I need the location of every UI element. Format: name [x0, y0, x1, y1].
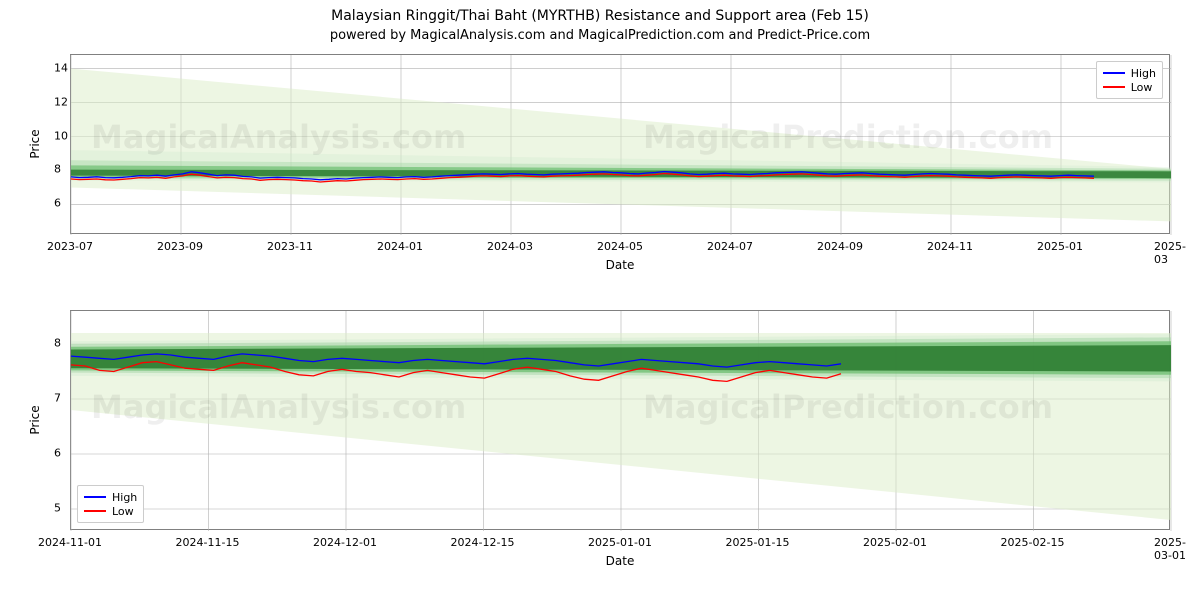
x-tick-label: 2023-11	[267, 240, 313, 253]
figure: Malaysian Ringgit/Thai Baht (MYRTHB) Res…	[0, 0, 1200, 600]
x-tick-label: 2025-01-01	[588, 536, 652, 549]
legend-swatch-high	[1103, 72, 1125, 74]
x-axis-label: Date	[606, 258, 635, 272]
chart-subtitle: powered by MagicalAnalysis.com and Magic…	[0, 28, 1200, 43]
support-resistance-band	[71, 345, 1171, 371]
y-axis-label: Price	[28, 405, 42, 434]
legend: High Low	[1096, 61, 1163, 99]
legend-label-high: High	[112, 491, 137, 504]
x-tick-label: 2025-02-01	[863, 536, 927, 549]
x-tick-label: 2024-01	[377, 240, 423, 253]
legend-item-high: High	[84, 490, 137, 504]
y-tick-label: 8	[54, 337, 60, 350]
legend-swatch-low	[1103, 86, 1125, 88]
y-tick-label: 6	[54, 197, 60, 210]
x-tick-label: 2024-12-01	[313, 536, 377, 549]
x-tick-label: 2024-03	[487, 240, 533, 253]
x-tick-label: 2024-05	[597, 240, 643, 253]
legend-swatch-low	[84, 510, 106, 512]
chart-svg	[71, 55, 1171, 235]
y-tick-label: 8	[54, 163, 60, 176]
x-tick-label: 2024-09	[817, 240, 863, 253]
bottom-chart-panel: MagicalAnalysis.com MagicalPrediction.co…	[70, 310, 1170, 530]
y-tick-label: 12	[54, 95, 60, 108]
legend-item-high: High	[1103, 66, 1156, 80]
y-tick-label: 5	[54, 502, 60, 515]
x-tick-label: 2024-12-15	[451, 536, 515, 549]
legend-item-low: Low	[1103, 80, 1156, 94]
legend: High Low	[77, 485, 144, 523]
x-tick-label: 2024-11-01	[38, 536, 102, 549]
x-tick-label: 2025-02-15	[1001, 536, 1065, 549]
legend-item-low: Low	[84, 504, 137, 518]
x-tick-label: 2025-03-01	[1154, 536, 1186, 562]
y-tick-label: 6	[54, 447, 60, 460]
legend-label-low: Low	[1131, 81, 1153, 94]
x-tick-label: 2025-01-15	[726, 536, 790, 549]
x-tick-label: 2024-07	[707, 240, 753, 253]
x-tick-label: 2024-11-15	[176, 536, 240, 549]
x-tick-label: 2025-01	[1037, 240, 1083, 253]
legend-swatch-high	[84, 496, 106, 498]
y-tick-label: 14	[54, 61, 60, 74]
x-tick-label: 2024-11	[927, 240, 973, 253]
x-tick-label: 2023-09	[157, 240, 203, 253]
x-tick-label: 2023-07	[47, 240, 93, 253]
y-axis-label: Price	[28, 129, 42, 158]
x-tick-label: 2025-03	[1154, 240, 1186, 266]
legend-label-high: High	[1131, 67, 1156, 80]
x-axis-label: Date	[606, 554, 635, 568]
top-chart-panel: MagicalAnalysis.com MagicalPrediction.co…	[70, 54, 1170, 234]
y-tick-label: 10	[54, 129, 60, 142]
y-tick-label: 7	[54, 392, 60, 405]
legend-label-low: Low	[112, 505, 134, 518]
chart-title: Malaysian Ringgit/Thai Baht (MYRTHB) Res…	[0, 8, 1200, 24]
chart-svg	[71, 311, 1171, 531]
